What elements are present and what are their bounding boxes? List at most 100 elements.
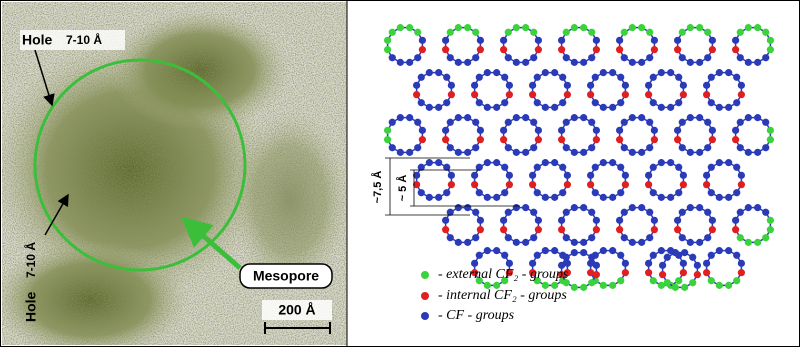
atom <box>542 69 549 76</box>
atom <box>645 172 652 179</box>
atom <box>658 194 665 201</box>
atom <box>580 24 587 31</box>
atom <box>419 37 426 44</box>
atom <box>529 172 536 179</box>
atom <box>542 104 549 111</box>
atom <box>419 46 426 53</box>
atom <box>535 37 542 44</box>
atom <box>455 24 462 31</box>
atom <box>767 226 774 233</box>
atom <box>506 82 513 89</box>
atom <box>609 247 616 254</box>
atom <box>593 136 600 143</box>
atom <box>500 37 507 44</box>
atom <box>530 119 537 126</box>
hole-label: Hole <box>22 32 53 48</box>
atom <box>609 282 616 289</box>
atom <box>754 204 761 211</box>
atom <box>442 226 449 233</box>
atom <box>471 181 478 188</box>
atom <box>484 159 491 166</box>
atom <box>529 181 536 188</box>
atom <box>493 247 500 254</box>
atom <box>703 91 710 98</box>
atom <box>709 37 716 44</box>
atom <box>703 260 710 267</box>
atom <box>530 234 537 241</box>
atom <box>464 114 471 121</box>
atom <box>754 24 761 31</box>
atom <box>600 159 607 166</box>
atom <box>708 164 715 171</box>
atom <box>593 37 600 44</box>
atom <box>587 172 594 179</box>
atom <box>737 209 744 216</box>
atom <box>472 54 479 61</box>
atom <box>651 127 658 134</box>
atom <box>762 209 769 216</box>
atom <box>406 149 413 156</box>
atom <box>506 181 513 188</box>
atom <box>679 119 686 126</box>
atom <box>622 260 629 267</box>
atom <box>708 99 715 106</box>
atom <box>622 172 629 179</box>
atom <box>455 114 462 121</box>
atom <box>617 252 624 259</box>
atom <box>535 226 542 233</box>
atom <box>464 239 471 246</box>
atom <box>563 54 570 61</box>
atom <box>447 119 454 126</box>
atom <box>732 127 739 134</box>
atom <box>629 114 636 121</box>
atom <box>680 172 687 179</box>
atom <box>703 181 710 188</box>
atom <box>732 136 739 143</box>
atom <box>413 82 420 89</box>
atom <box>571 59 578 66</box>
atom <box>622 82 629 89</box>
atom <box>500 46 507 53</box>
atom <box>455 59 462 66</box>
legend-swatch <box>421 312 429 320</box>
atom <box>629 24 636 31</box>
atom <box>638 204 645 211</box>
atom <box>493 69 500 76</box>
atom <box>645 91 652 98</box>
atom <box>679 144 686 151</box>
atom <box>448 82 455 89</box>
atom <box>564 172 571 179</box>
atom <box>716 194 723 201</box>
atom <box>551 104 558 111</box>
atom <box>762 54 769 61</box>
atom <box>696 24 703 31</box>
atom <box>650 277 657 284</box>
atom <box>571 114 578 121</box>
atom <box>558 37 565 44</box>
atom <box>535 136 542 143</box>
atom <box>732 226 739 233</box>
atom <box>542 247 549 254</box>
atom <box>767 136 774 143</box>
atom <box>477 136 484 143</box>
atom <box>442 217 449 224</box>
atom <box>418 99 425 106</box>
atom <box>675 164 682 171</box>
atom <box>716 104 723 111</box>
atom <box>448 91 455 98</box>
legend-item: - CF - groups <box>438 308 515 323</box>
atom <box>426 104 433 111</box>
atom <box>737 234 744 241</box>
atom <box>687 204 694 211</box>
atom <box>664 254 671 261</box>
atom <box>551 194 558 201</box>
atom <box>767 127 774 134</box>
atom <box>646 144 653 151</box>
atom <box>442 46 449 53</box>
atom <box>397 149 404 156</box>
atom <box>725 159 732 166</box>
atom <box>476 189 483 196</box>
atom <box>600 104 607 111</box>
atom <box>767 37 774 44</box>
atom <box>551 247 558 254</box>
